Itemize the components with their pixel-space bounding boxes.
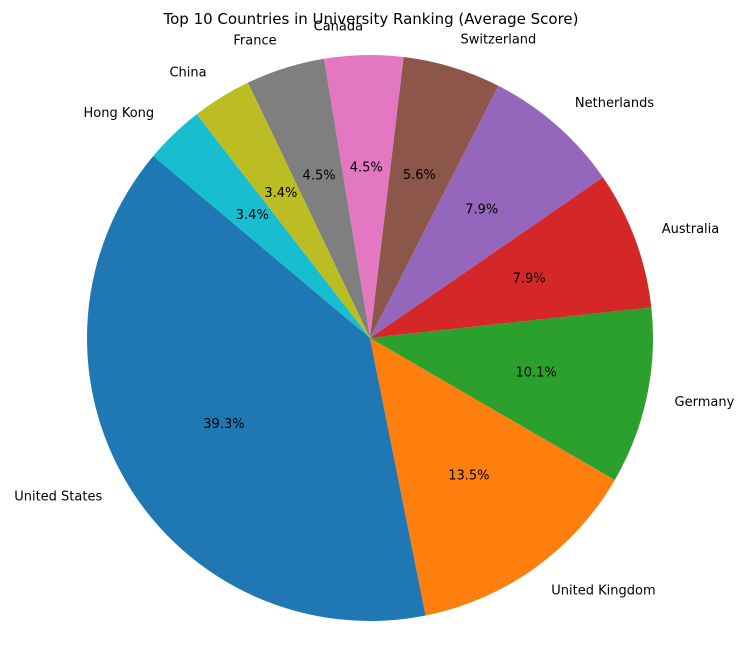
slice-percent-united-kingdom: 13.5%	[448, 469, 489, 484]
slice-label-netherlands: Netherlands	[575, 96, 654, 111]
slice-label-france: France	[233, 34, 276, 49]
slice-percent-china: 3.4%	[264, 186, 297, 201]
pie-slice-china	[196, 82, 370, 338]
slice-label-united-kingdom: United Kingdom	[551, 584, 655, 599]
slice-label-switzerland: Switzerland	[460, 33, 536, 48]
pie-slices	[86, 54, 654, 622]
pie-slice-hong-kong	[153, 114, 370, 338]
slice-percent-france: 4.5%	[303, 169, 336, 184]
slice-percent-australia: 7.9%	[513, 271, 546, 286]
pie-slice-germany	[370, 307, 654, 480]
pie-slice-switzerland	[370, 57, 499, 338]
pie-slice-netherlands	[370, 85, 603, 338]
pie-slice-france	[247, 58, 370, 339]
pie-slice-australia	[370, 177, 652, 338]
slice-label-china: China	[169, 66, 206, 81]
slice-percent-canada: 4.5%	[350, 161, 383, 176]
slice-percent-netherlands: 7.9%	[465, 203, 498, 218]
pie-slice-united-states	[86, 156, 426, 622]
pie-slice-united-kingdom	[370, 338, 615, 616]
slice-percent-united-states: 39.3%	[203, 417, 244, 432]
pie-labels: United States 39.3% United Kingdom 13.5% Ger…	[14, 19, 734, 598]
slice-label-hong-kong: Hong Kong	[84, 106, 155, 121]
slice-label-canada: Canada	[314, 19, 363, 34]
slice-label-australia: Australia	[662, 222, 720, 237]
slice-percent-switzerland: 5.6%	[403, 168, 436, 183]
slice-label-united-states: United States	[14, 489, 102, 504]
slice-percent-hong-kong: 3.4%	[236, 208, 269, 223]
slice-percent-germany: 10.1%	[515, 366, 556, 381]
chart-title: Top 10 Countries in University Ranking (…	[162, 10, 578, 28]
slice-label-germany: Germany	[675, 395, 735, 410]
pie-slice-canada	[323, 54, 404, 339]
